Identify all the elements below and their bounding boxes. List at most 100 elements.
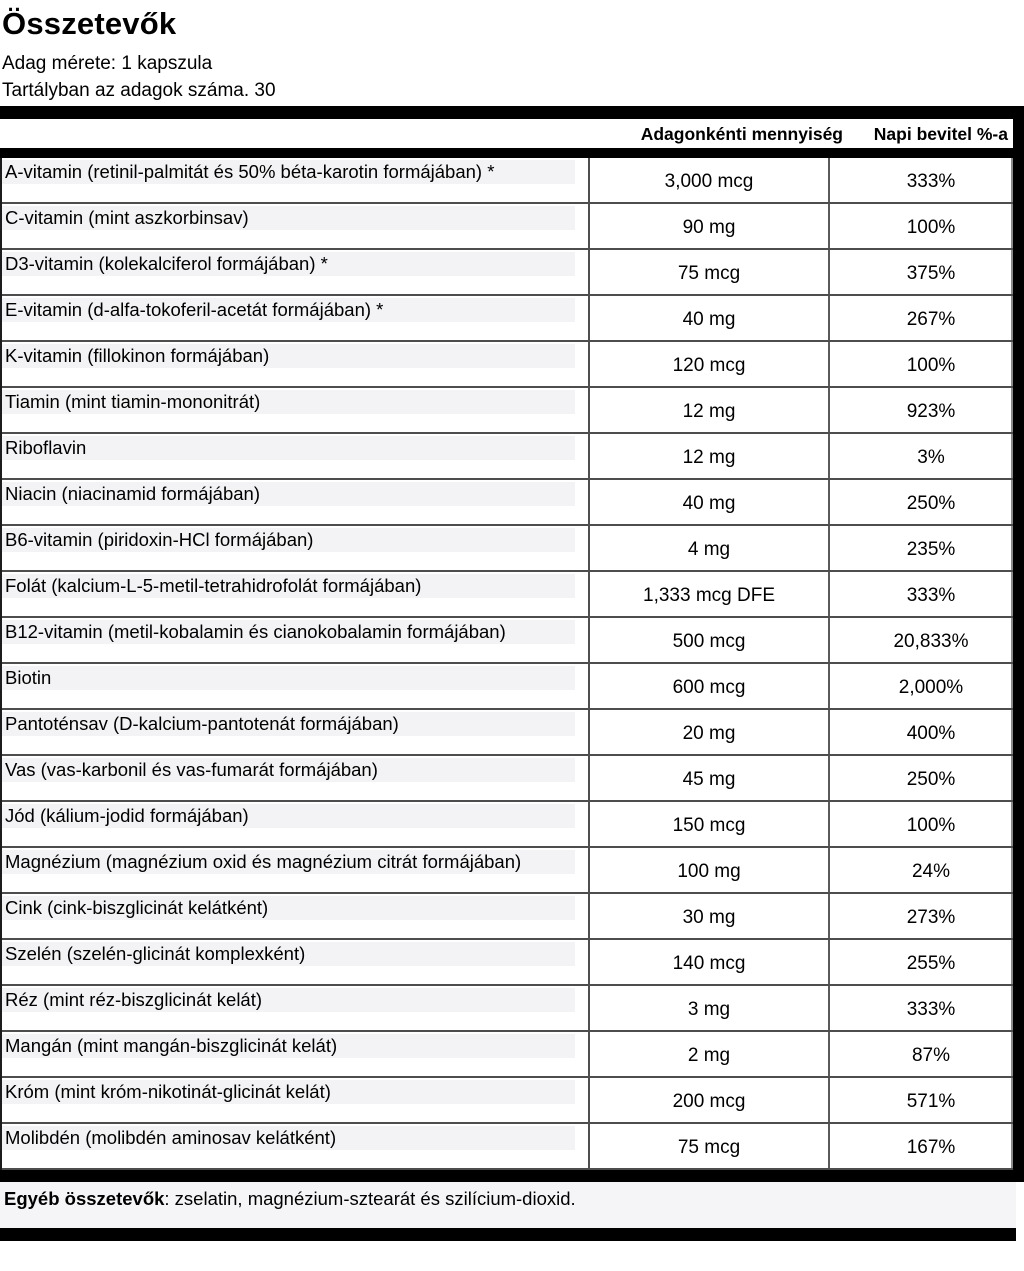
other-ingredients-section: Egyéb összetevők: zselatin, magnézium-sz…	[0, 1182, 1016, 1228]
row-dv: 100%	[906, 355, 956, 376]
row-name: Molibdén (molibdén aminosav kelátként)	[2, 1126, 575, 1150]
table-row: Króm (mint króm-nikotinát-glicinát kelát…	[2, 1078, 1013, 1124]
table-right-border	[1011, 158, 1013, 1170]
row-amount: 600 mcg	[672, 677, 746, 698]
row-name: Riboflavin	[2, 436, 575, 460]
row-amount: 150 mcg	[672, 815, 746, 836]
other-ingredients-value: : zselatin, magnézium-sztearát és szilíc…	[164, 1188, 576, 1209]
row-amount: 45 mg	[682, 769, 736, 790]
row-name: Niacin (niacinamid formájában)	[2, 482, 575, 506]
table-row: D3-vitamin (kolekalciferol formájában) *…	[2, 250, 1013, 296]
table-row: Tiamin (mint tiamin-mononitrát) 12 mg 92…	[2, 388, 1013, 434]
row-amount: 2 mg	[687, 1045, 731, 1066]
table-row: Szelén (szelén-glicinát komplexként) 140…	[2, 940, 1013, 986]
table-row: Magnézium (magnézium oxid és magnézium c…	[2, 848, 1013, 894]
row-name: D3-vitamin (kolekalciferol formájában) *	[2, 252, 575, 276]
row-dv: 333%	[906, 585, 956, 606]
row-dv: 20,833%	[893, 631, 969, 652]
table-header-row: Adagonkénti mennyiség Napi bevitel %-a	[0, 119, 1013, 148]
row-name: Mangán (mint mangán-biszglicinát kelát)	[2, 1034, 575, 1058]
row-name: Jód (kálium-jodid formájában)	[2, 804, 575, 828]
row-amount: 40 mg	[682, 309, 736, 330]
row-dv: 333%	[906, 171, 956, 192]
row-amount: 30 mg	[682, 907, 736, 928]
table-row: Molibdén (molibdén aminosav kelátként) 7…	[2, 1124, 1013, 1170]
row-amount: 140 mcg	[672, 953, 746, 974]
row-name: B12-vitamin (metil-kobalamin és cianokob…	[2, 620, 575, 644]
table-row: Pantoténsav (D-kalcium-pantotenát formáj…	[2, 710, 1013, 756]
row-dv: 87%	[911, 1045, 951, 1066]
row-name: Szelén (szelén-glicinát komplexként)	[2, 942, 575, 966]
row-amount: 75 mcg	[677, 263, 741, 284]
row-name: K-vitamin (fillokinon formájában)	[2, 344, 575, 368]
row-amount: 90 mg	[682, 217, 736, 238]
row-amount: 12 mg	[682, 447, 736, 468]
row-dv: 400%	[906, 723, 956, 744]
table-row: Réz (mint réz-biszglicinát kelát) 3 mg 3…	[2, 986, 1013, 1032]
other-ingredients-text: Egyéb összetevők: zselatin, magnézium-sz…	[4, 1188, 576, 1210]
column-divider-amount-dv	[828, 158, 830, 1170]
column-header-amount: Adagonkénti mennyiség	[640, 124, 843, 144]
footer-bottom-bar	[0, 1228, 1016, 1241]
row-name: Réz (mint réz-biszglicinát kelát)	[2, 988, 575, 1012]
table-row: A-vitamin (retinil-palmitát és 50% béta-…	[2, 158, 1013, 204]
row-name: B6-vitamin (piridoxin-HCl formájában)	[2, 528, 575, 552]
table-row: Folát (kalcium-L-5-metil-tetrahidrofolát…	[2, 572, 1013, 618]
row-name: Tiamin (mint tiamin-mononitrát)	[2, 390, 575, 414]
row-name: Vas (vas-karbonil és vas-fumarát formájá…	[2, 758, 575, 782]
row-amount: 3,000 mcg	[664, 171, 754, 192]
table-row: Vas (vas-karbonil és vas-fumarát formájá…	[2, 756, 1013, 802]
table-row: C-vitamin (mint aszkorbinsav) 90 mg 100%	[2, 204, 1013, 250]
row-name: Króm (mint króm-nikotinát-glicinát kelát…	[2, 1080, 575, 1104]
row-amount: 75 mcg	[677, 1137, 741, 1158]
column-divider-name-amount	[588, 158, 590, 1170]
row-name: Cink (cink-biszglicinát kelátként)	[2, 896, 575, 920]
table-body: A-vitamin (retinil-palmitát és 50% béta-…	[0, 158, 1013, 1170]
row-dv: 2,000%	[898, 677, 964, 698]
row-dv: 24%	[911, 861, 951, 882]
column-header-daily-value: Napi bevitel %-a	[873, 124, 1008, 144]
servings-per-container-line: Tartályban az adagok száma. 30	[2, 80, 276, 101]
row-dv: 100%	[906, 217, 956, 238]
row-name: Folát (kalcium-L-5-metil-tetrahidrofolát…	[2, 574, 575, 598]
table-row: K-vitamin (fillokinon formájában) 120 mc…	[2, 342, 1013, 388]
table-row: Niacin (niacinamid formájában) 40 mg 250…	[2, 480, 1013, 526]
table-row: B6-vitamin (piridoxin-HCl formájában) 4 …	[2, 526, 1013, 572]
row-dv: 333%	[906, 999, 956, 1020]
serving-size-line: Adag mérete: 1 kapszula	[2, 53, 213, 74]
footer-top-bar	[0, 1170, 1016, 1182]
table-right-black-strip	[1013, 106, 1024, 1182]
row-name: C-vitamin (mint aszkorbinsav)	[2, 206, 575, 230]
row-name: Pantoténsav (D-kalcium-pantotenát formáj…	[2, 712, 575, 736]
row-dv: 267%	[906, 309, 956, 330]
row-name: Biotin	[2, 666, 575, 690]
row-amount: 40 mg	[682, 493, 736, 514]
table-row: Biotin 600 mcg 2,000%	[2, 664, 1013, 710]
table-header-divider-bar	[0, 148, 1024, 158]
row-dv: 273%	[906, 907, 956, 928]
row-dv: 571%	[906, 1091, 956, 1112]
row-amount: 200 mcg	[672, 1091, 746, 1112]
table-row: Cink (cink-biszglicinát kelátként) 30 mg…	[2, 894, 1013, 940]
row-amount: 3 mg	[687, 999, 731, 1020]
row-amount: 12 mg	[682, 401, 736, 422]
row-amount: 1,333 mcg DFE	[643, 585, 775, 606]
row-dv: 250%	[906, 769, 956, 790]
row-dv: 235%	[906, 539, 956, 560]
row-amount: 100 mg	[677, 861, 741, 882]
table-row: Riboflavin 12 mg 3%	[2, 434, 1013, 480]
page-title: Összetevők	[2, 6, 177, 41]
row-name: Magnézium (magnézium oxid és magnézium c…	[2, 850, 575, 874]
row-dv: 250%	[906, 493, 956, 514]
table-row: E-vitamin (d-alfa-tokoferil-acetát formá…	[2, 296, 1013, 342]
other-ingredients-label: Egyéb összetevők	[4, 1188, 165, 1209]
table-row: B12-vitamin (metil-kobalamin és cianokob…	[2, 618, 1013, 664]
row-amount: 500 mcg	[672, 631, 746, 652]
row-amount: 4 mg	[687, 539, 731, 560]
table-row: Mangán (mint mangán-biszglicinát kelát) …	[2, 1032, 1013, 1078]
row-name: E-vitamin (d-alfa-tokoferil-acetát formá…	[2, 298, 575, 322]
row-name: A-vitamin (retinil-palmitát és 50% béta-…	[2, 160, 575, 184]
row-amount: 120 mcg	[672, 355, 746, 376]
row-dv: 255%	[906, 953, 956, 974]
